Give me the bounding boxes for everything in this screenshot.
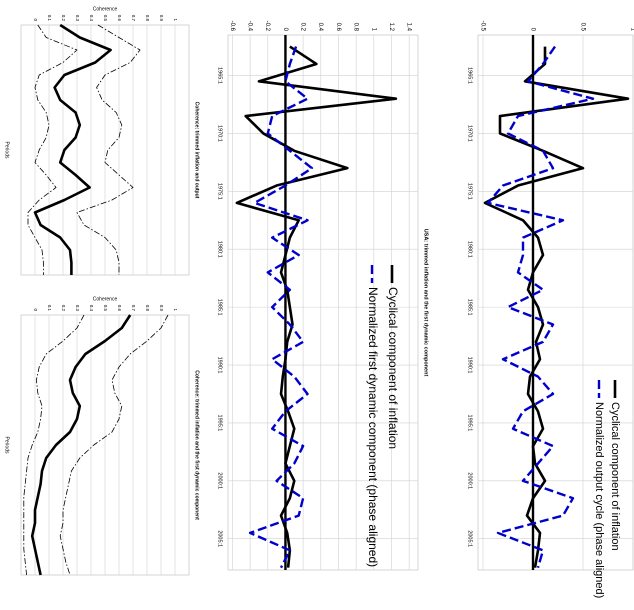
y-tick-label: 0 <box>33 308 38 311</box>
x-tick-label: 2000:1 <box>217 472 223 489</box>
x-tick-label: 1970:1 <box>217 125 223 142</box>
y-tick-label: 0.6 <box>117 15 122 22</box>
x-tick-label: 1985:1 <box>467 299 473 316</box>
chart: 0 0.1 0.2 0.3 0.4 0.5 0.6 0.7 0.8 0.9 1 Coherence: … <box>4 6 200 276</box>
y-tick-label: 0.9 <box>159 15 164 22</box>
x-tick-label: 1995:1 <box>467 415 473 432</box>
y-tick-label: 0 <box>282 28 288 32</box>
series-line <box>486 45 595 569</box>
series-line <box>483 46 630 568</box>
y-tick-label: 0.3 <box>75 305 80 312</box>
series-line <box>30 314 132 576</box>
y-tick-label: 0.4 <box>89 305 94 312</box>
y-tick-label: 0.9 <box>159 305 164 312</box>
x-tick-label: 1975:1 <box>217 183 223 200</box>
plot-area <box>227 34 419 571</box>
x-tick-label: 1980:1 <box>467 241 473 258</box>
legend-label: Normalized output cycle (phase aligned) <box>593 402 605 598</box>
y-tick-label: 1 <box>370 28 376 32</box>
x-tick-label: 1980:1 <box>217 241 223 258</box>
y-tick-label: 0 <box>529 28 535 32</box>
y-tick-label: 1 <box>173 308 178 311</box>
y-tick-label: 1 <box>173 18 178 21</box>
chart-title: Coherence: trimmed inflation and the fir… <box>194 370 200 520</box>
y-axis-label: Coherence <box>93 6 118 12</box>
x-tick-label: 1975:1 <box>467 183 473 200</box>
y-tick-label: 0.8 <box>145 15 150 22</box>
y-tick-label: 0.4 <box>317 23 323 32</box>
legend-label: Cyclical component of inflation <box>609 402 621 551</box>
y-tick-label: 0.1 <box>47 15 52 22</box>
x-tick-label: 1995:1 <box>217 415 223 432</box>
y-tick-label: 0.8 <box>145 305 150 312</box>
x-tick-label: 1970:1 <box>467 125 473 142</box>
y-tick-label: -0.6 <box>229 21 235 32</box>
x-tick-label: 2005:1 <box>217 530 223 547</box>
chart: 0 0.1 0.2 0.3 0.4 0.5 0.6 0.7 0.8 0.9 1 Coherence: … <box>4 296 200 576</box>
chart-title: USA: trimmed inflation and the first dyn… <box>423 229 429 377</box>
y-tick-label: 0.8 <box>353 23 359 32</box>
x-tick-label: 1965:1 <box>217 67 223 84</box>
series-line <box>23 314 85 576</box>
x-tick-label: 2005:1 <box>467 530 473 547</box>
series-line <box>27 24 78 275</box>
legend-label: Cyclical component of inflation <box>386 287 400 449</box>
y-tick-label: 0.1 <box>47 305 52 312</box>
y-tick-label: 0.5 <box>579 23 585 32</box>
y-tick-label: -0.5 <box>479 21 485 32</box>
y-tick-label: 1 <box>629 28 634 32</box>
y-tick-label: 0.2 <box>300 23 306 32</box>
y-tick-label: 0.5 <box>103 305 108 312</box>
series-line <box>235 45 398 568</box>
y-tick-label: 0.4 <box>89 15 94 22</box>
x-tick-label: 1965:1 <box>467 67 473 84</box>
y-tick-label: 0.3 <box>75 15 80 22</box>
series-line <box>33 23 112 275</box>
x-tick-label: 1990:1 <box>217 357 223 374</box>
y-axis-label: Coherence <box>93 296 118 302</box>
y-tick-label: 0.2 <box>61 305 66 312</box>
y-tick-label: 0.6 <box>117 305 122 312</box>
y-tick-label: -0.2 <box>264 21 270 32</box>
x-tick-label: 2000:1 <box>467 472 473 489</box>
series-line <box>76 24 141 275</box>
y-tick-label: 0.6 <box>335 23 341 32</box>
chart: -0.5 0 0.5 1 1965:1 1970:1 1975:1 1980:1 1985:1 1… <box>467 21 634 599</box>
x-axis-label: Periods <box>4 437 10 454</box>
legend-label: Normalized first dynamic component (phas… <box>366 287 380 567</box>
x-tick-label: 1990:1 <box>467 357 473 374</box>
chart-title: Coherence: trimmed inflation and output <box>194 102 200 199</box>
y-tick-label: 0.7 <box>131 305 136 312</box>
x-tick-label: 1985:1 <box>217 299 223 316</box>
series-line <box>59 314 169 576</box>
y-tick-label: 1.2 <box>388 23 394 32</box>
y-tick-label: 1.4 <box>406 23 412 32</box>
y-tick-label: -0.4 <box>247 21 253 32</box>
chart: -0.6 -0.4 -0.2 0 0.2 0.4 0.6 0.8 1 1.2 1.4 1965:1 19… <box>217 21 429 571</box>
series-line <box>248 46 314 569</box>
y-tick-label: 0.2 <box>61 15 66 22</box>
x-axis-label: Periods <box>4 142 10 159</box>
y-tick-label: 0.5 <box>103 15 108 22</box>
y-tick-label: 0.7 <box>131 15 136 22</box>
y-tick-label: 0 <box>33 18 38 21</box>
